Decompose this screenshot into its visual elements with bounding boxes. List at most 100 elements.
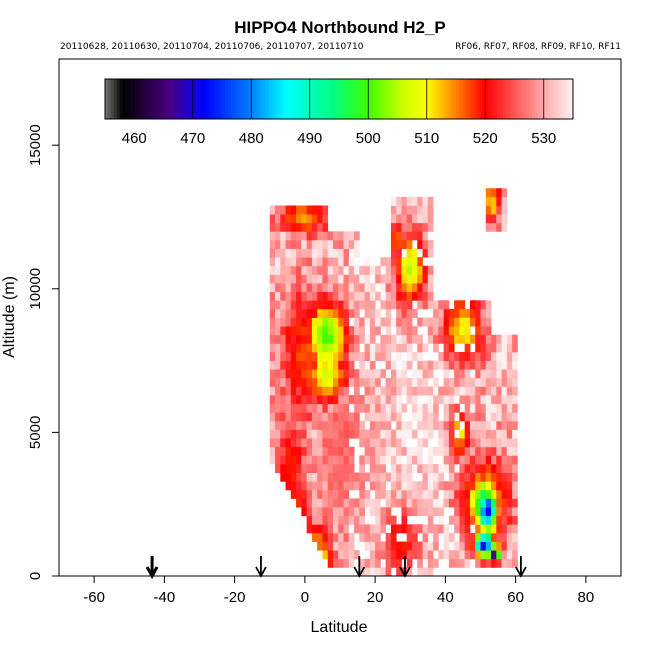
heatmap-cell: [327, 558, 334, 568]
heatmap-cell: [380, 257, 387, 267]
heatmap-cell: [417, 369, 423, 379]
colorbar-segment: [268, 79, 273, 119]
heatmap-cell: [364, 403, 371, 413]
heatmap-cell: [354, 231, 360, 241]
colorbar-segment: [341, 79, 346, 119]
heatmap-cell: [285, 481, 292, 491]
colorbar-segment: [262, 79, 267, 119]
colorbar-segment: [526, 79, 530, 119]
heatmap-cell: [433, 541, 439, 551]
heatmap-cell: [301, 455, 308, 465]
heatmap-cell: [485, 446, 492, 456]
heatmap-cell: [359, 403, 365, 413]
heatmap-cell: [285, 274, 292, 284]
colorbar-segment: [359, 79, 363, 119]
heatmap-cell: [359, 291, 365, 301]
heatmap-cell: [301, 351, 308, 361]
heatmap-cell: [506, 395, 513, 405]
heatmap-cell: [354, 412, 360, 422]
heatmap-cell: [496, 481, 502, 491]
colorbar-segment: [362, 79, 366, 119]
colorbar-segment: [432, 79, 437, 119]
heatmap-cell: [380, 283, 387, 293]
heatmap-cell: [438, 438, 445, 448]
heatmap-cell: [412, 541, 418, 551]
heatmap-cell: [375, 291, 381, 301]
heatmap-cell: [401, 291, 408, 301]
heatmap-cell: [506, 498, 513, 508]
x-axis: -60 -40 -20 0 20 40 60 80: [83, 576, 594, 606]
heatmap-cell: [375, 317, 381, 327]
heatmap-cell: [438, 386, 445, 396]
heatmap-cell: [417, 455, 423, 465]
heatmap-cell: [396, 369, 402, 379]
heatmap-cell: [401, 214, 408, 224]
heatmap-cell: [332, 239, 339, 249]
heatmap-cell: [396, 326, 402, 336]
heatmap-cell: [506, 541, 513, 551]
heatmap-cell: [275, 265, 281, 275]
heatmap-cell: [412, 532, 418, 542]
heatmap-cell: [496, 196, 502, 206]
heatmap-cell: [427, 222, 434, 232]
heatmap-cell: [296, 334, 302, 344]
heatmap-cell: [338, 550, 344, 560]
heatmap-cell: [464, 507, 471, 517]
heatmap-cell: [275, 429, 281, 439]
heatmap-cell: [285, 214, 292, 224]
heatmap-cell: [338, 532, 344, 542]
heatmap-cell: [369, 446, 376, 456]
heatmap-cell: [406, 231, 413, 241]
heatmap-cell: [375, 326, 381, 336]
heatmap-cell: [338, 248, 344, 258]
heatmap-cell: [359, 317, 365, 327]
heatmap-cell: [412, 395, 418, 405]
heatmap-cell: [280, 395, 286, 405]
heatmap-cell: [275, 326, 281, 336]
heatmap-cell: [380, 300, 387, 310]
heatmap-cell: [475, 334, 481, 344]
heatmap-cell: [469, 550, 476, 560]
heatmap-cell: [306, 489, 313, 499]
heatmap-cell: [469, 532, 476, 542]
heatmap-cell: [443, 446, 450, 456]
heatmap-cell: [412, 274, 418, 284]
heatmap-cell: [406, 351, 413, 361]
heatmap-cell: [438, 498, 445, 508]
heatmap-cell: [317, 472, 323, 482]
heatmap-cell: [290, 265, 297, 275]
heatmap-cell: [380, 455, 387, 465]
heatmap-cell: [280, 438, 286, 448]
heatmap-cell: [364, 265, 371, 275]
heatmap-cell: [417, 541, 423, 551]
heatmap-cell: [290, 274, 297, 284]
heatmap-cell: [506, 558, 513, 568]
heatmap-cell: [364, 395, 371, 405]
heatmap-cell: [338, 334, 344, 344]
heatmap-cell: [485, 524, 492, 534]
colorbar-segment: [324, 79, 328, 119]
colorbar-segment: [567, 79, 571, 119]
heatmap-cell: [475, 369, 481, 379]
heatmap-cell: [417, 463, 423, 473]
heatmap-cell: [406, 524, 413, 534]
heatmap-cell: [280, 360, 286, 370]
heatmap-cell: [290, 343, 297, 353]
heatmap-cell: [485, 377, 492, 387]
heatmap-cell: [375, 532, 381, 542]
colorbar-segment: [423, 79, 428, 119]
heatmap-cell: [459, 317, 466, 327]
heatmap-cell: [412, 265, 418, 275]
colorbar-segment: [570, 79, 574, 119]
colorbar-segment: [198, 79, 203, 119]
heatmap-cell: [348, 257, 355, 267]
heatmap-cell: [322, 524, 329, 534]
heatmap-cell: [464, 334, 471, 344]
heatmap-cell: [454, 498, 460, 508]
colorbar-segment: [318, 79, 323, 119]
heatmap-cell: [385, 351, 392, 361]
heatmap-cell: [348, 558, 355, 568]
heatmap-cell: [496, 403, 502, 413]
heatmap-cell: [369, 334, 376, 344]
